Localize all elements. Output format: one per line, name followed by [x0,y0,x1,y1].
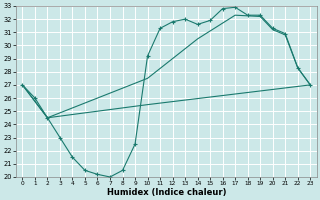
X-axis label: Humidex (Indice chaleur): Humidex (Indice chaleur) [107,188,226,197]
